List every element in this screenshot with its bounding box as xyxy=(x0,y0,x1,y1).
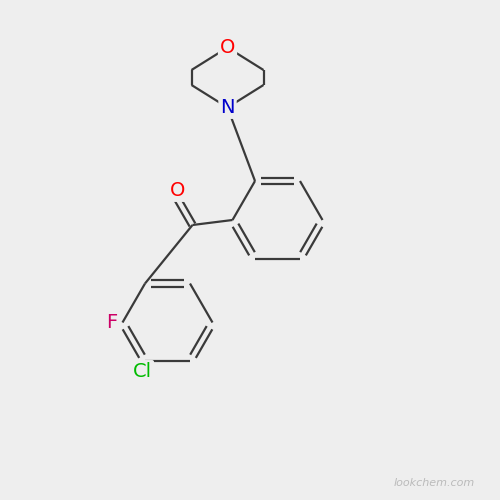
Text: Cl: Cl xyxy=(133,362,152,381)
Text: O: O xyxy=(170,181,185,200)
Text: lookchem.com: lookchem.com xyxy=(394,478,475,488)
Text: O: O xyxy=(220,38,235,57)
Text: F: F xyxy=(106,313,117,332)
Text: N: N xyxy=(220,98,235,117)
